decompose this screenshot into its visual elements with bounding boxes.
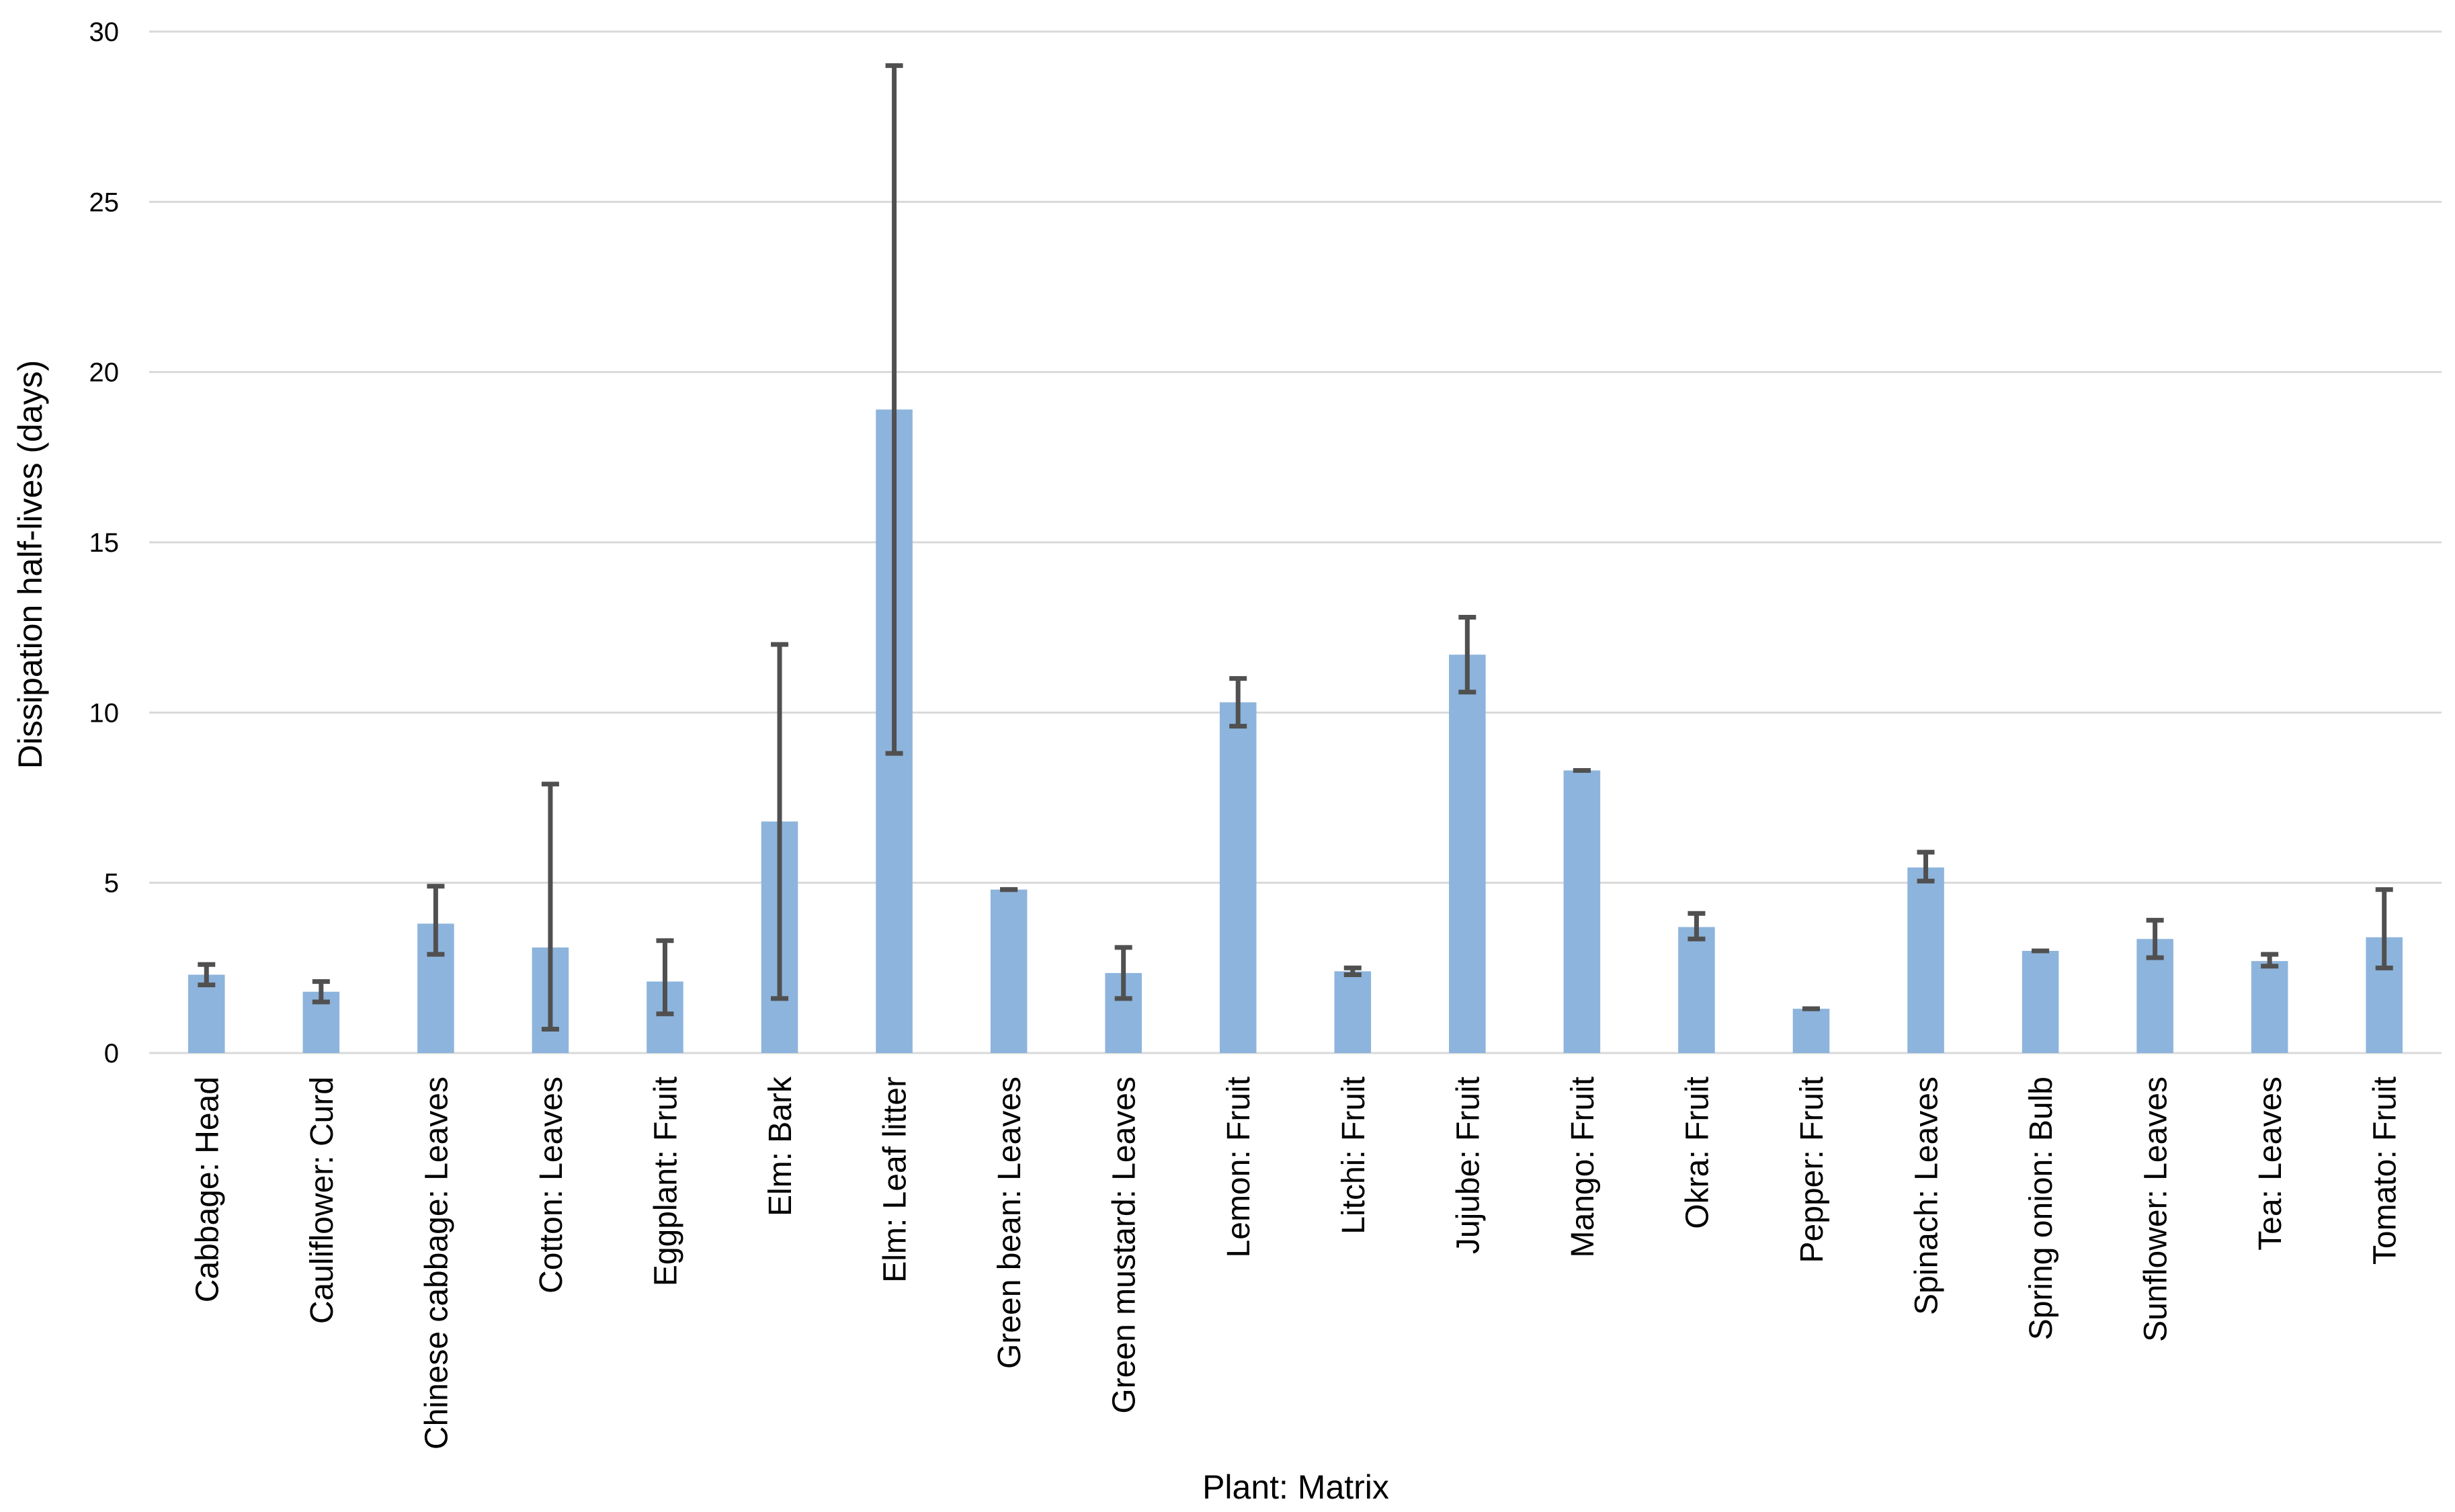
error-bar	[2375, 887, 2393, 970]
x-category-label: Chinese cabbage: Leaves	[419, 1077, 454, 1450]
y-tick-label: 0	[104, 1039, 119, 1068]
x-category-label: Tea: Leaves	[2253, 1077, 2288, 1251]
x-category-label: Cauliflower: Curd	[304, 1077, 340, 1324]
bar	[1678, 927, 1715, 1053]
error-bar	[2146, 917, 2164, 960]
bar	[1907, 867, 1944, 1053]
x-category-label: Litchi: Fruit	[1336, 1077, 1372, 1234]
y-axis-title: Dissipation half-lives (days)	[11, 360, 49, 769]
x-category-label: Elm: Bark	[763, 1076, 798, 1216]
x-category-label: Tomato: Fruit	[2368, 1077, 2403, 1265]
error-bar	[656, 938, 674, 1017]
y-tick-label: 10	[89, 698, 120, 728]
x-axis-category-labels: Cabbage: Head Cauliflower: Curd Chinese ca…	[190, 1076, 2403, 1450]
bar	[2022, 951, 2059, 1053]
bar	[1563, 770, 1601, 1053]
error-bars	[198, 63, 2393, 1032]
error-bar	[1229, 676, 1247, 729]
x-category-label: Pepper: Fruit	[1794, 1077, 1830, 1263]
error-bar	[771, 642, 789, 1001]
bar	[990, 889, 1028, 1053]
x-category-label: Sunflower: Leaves	[2138, 1077, 2174, 1342]
x-category-label: Eggplant: Fruit	[648, 1077, 683, 1286]
error-bar	[1114, 945, 1132, 1001]
x-category-label: Green mustard: Leaves	[1107, 1077, 1142, 1414]
gridlines	[149, 30, 2442, 1054]
x-axis-title: Plant: Matrix	[1202, 1468, 1389, 1506]
error-bar	[427, 884, 445, 957]
y-tick-label: 15	[89, 528, 120, 558]
x-category-label: Okra: Fruit	[1679, 1077, 1715, 1229]
error-bar	[312, 979, 330, 1005]
x-category-label: Jujube: Fruit	[1450, 1077, 1486, 1254]
error-bar	[1917, 849, 1935, 884]
x-category-label: Green bean: Leaves	[992, 1077, 1028, 1369]
y-tick-label: 25	[89, 187, 120, 217]
bars	[188, 409, 2403, 1053]
y-axis-ticks: 0 5 10 15 20 25 30	[89, 17, 120, 1068]
error-bar	[198, 962, 216, 988]
bar	[2251, 961, 2288, 1053]
error-bar	[541, 782, 559, 1032]
bar	[1219, 702, 1257, 1053]
error-bar	[1343, 965, 1362, 977]
bar	[1792, 1009, 1830, 1053]
x-category-label: Cabbage: Head	[190, 1077, 225, 1302]
error-bar	[2261, 952, 2279, 969]
x-category-label: Elm: Leaf litter	[878, 1077, 913, 1283]
bar	[1449, 655, 1486, 1053]
x-category-label: Spinach: Leaves	[1909, 1077, 1945, 1315]
bar	[188, 974, 225, 1053]
x-category-label: Mango: Fruit	[1565, 1077, 1601, 1257]
x-category-label: Lemon: Fruit	[1221, 1077, 1257, 1257]
error-bar	[1458, 614, 1476, 695]
bar	[1334, 971, 1372, 1053]
error-bar	[1688, 911, 1706, 941]
x-category-label: Cotton: Leaves	[534, 1077, 569, 1294]
y-tick-label: 20	[89, 358, 120, 388]
y-tick-label: 30	[89, 17, 120, 47]
y-tick-label: 5	[104, 869, 119, 898]
x-category-label: Spring onion: Bulb	[2024, 1077, 2059, 1340]
error-bar	[885, 63, 903, 756]
